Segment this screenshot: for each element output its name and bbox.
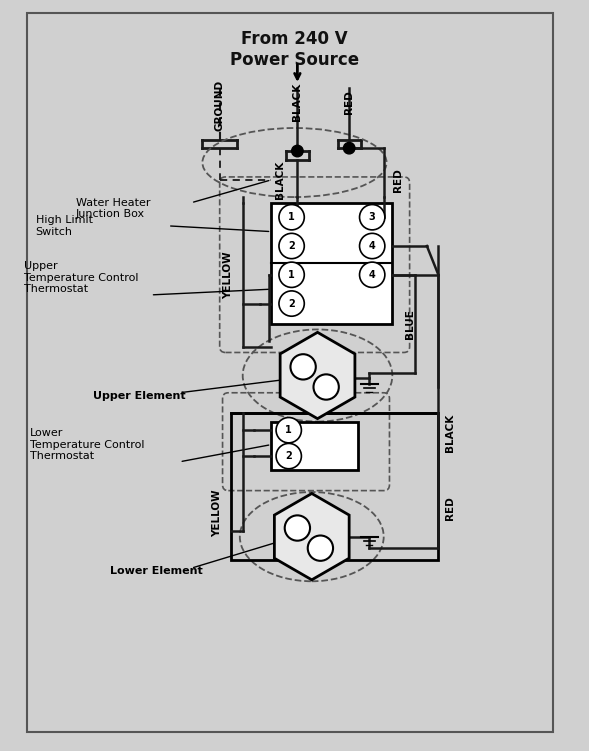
Circle shape: [290, 354, 316, 379]
Text: YELLOW: YELLOW: [223, 251, 233, 299]
Polygon shape: [280, 333, 355, 418]
Text: BLACK: BLACK: [275, 161, 285, 199]
Circle shape: [359, 262, 385, 288]
Circle shape: [313, 374, 339, 400]
Text: 2: 2: [288, 241, 295, 251]
Text: 1: 1: [288, 270, 295, 280]
Text: Lower Element: Lower Element: [110, 566, 203, 576]
Circle shape: [307, 535, 333, 561]
Circle shape: [279, 262, 305, 288]
Text: 3: 3: [369, 213, 376, 222]
Circle shape: [359, 204, 385, 230]
Circle shape: [359, 234, 385, 258]
Text: 4: 4: [369, 270, 376, 280]
Text: Upper Element: Upper Element: [93, 391, 186, 400]
Text: RED: RED: [445, 496, 455, 520]
FancyBboxPatch shape: [272, 421, 358, 470]
Text: YELLOW: YELLOW: [212, 490, 222, 538]
Circle shape: [279, 234, 305, 258]
Circle shape: [284, 515, 310, 541]
Text: BLACK: BLACK: [292, 83, 302, 121]
Circle shape: [292, 145, 303, 157]
Circle shape: [279, 204, 305, 230]
FancyBboxPatch shape: [272, 203, 392, 324]
Circle shape: [276, 418, 302, 443]
Text: High Limit
Switch: High Limit Switch: [35, 215, 92, 237]
Text: 1: 1: [288, 213, 295, 222]
Polygon shape: [274, 493, 349, 580]
Text: BLUE: BLUE: [405, 309, 415, 339]
Text: Upper
Temperature Control
Thermostat: Upper Temperature Control Thermostat: [24, 261, 138, 294]
Circle shape: [343, 143, 355, 154]
Text: BLACK: BLACK: [445, 414, 455, 452]
Text: 2: 2: [285, 451, 292, 461]
Text: RED: RED: [393, 168, 403, 192]
Text: RED: RED: [344, 90, 354, 114]
Text: 2: 2: [288, 299, 295, 309]
Text: Lower
Temperature Control
Thermostat: Lower Temperature Control Thermostat: [29, 428, 144, 461]
Circle shape: [276, 443, 302, 469]
Text: GROUND: GROUND: [214, 80, 224, 131]
Text: 1: 1: [285, 425, 292, 435]
Text: 4: 4: [369, 241, 376, 251]
Text: Water Heater
Junction Box: Water Heater Junction Box: [76, 198, 150, 219]
Circle shape: [279, 291, 305, 316]
Text: From 240 V
Power Source: From 240 V Power Source: [230, 30, 359, 69]
